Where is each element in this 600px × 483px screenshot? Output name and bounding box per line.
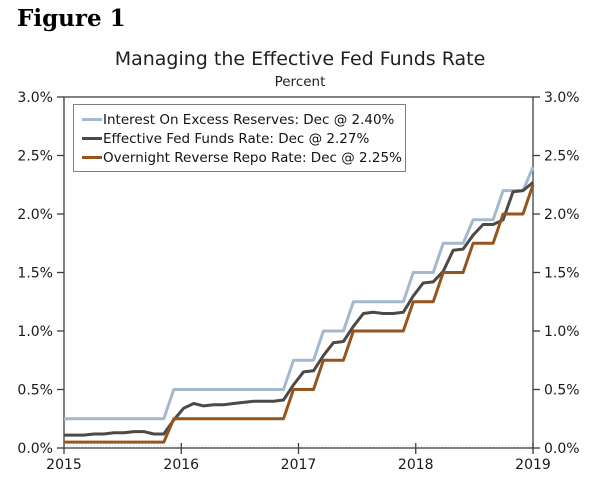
onrrp-line-swatch bbox=[82, 156, 102, 159]
y-axis-label-right: 2.5% bbox=[544, 149, 580, 165]
series-line-overnight-reverse-repo-rate bbox=[64, 184, 535, 444]
legend-label-ioer: Interest On Excess Reserves: Dec @ 2.40% bbox=[103, 111, 395, 128]
x-axis-label: 2016 bbox=[163, 457, 199, 473]
chart-title: Managing the Effective Fed Funds Rate bbox=[114, 48, 486, 70]
series-line-interest-on-excess-reserves bbox=[64, 166, 535, 421]
legend-label-effr: Effective Fed Funds Rate: Dec @ 2.27% bbox=[103, 130, 370, 147]
y-axis-label-right: 1.0% bbox=[544, 324, 580, 340]
x-axis-label: 2017 bbox=[281, 457, 317, 473]
y-axis-label-left: 1.0% bbox=[17, 324, 53, 340]
y-axis-label-left: 2.5% bbox=[17, 149, 53, 165]
legend-item-interest-on-excess-reserves: Interest On Excess Reserves: Dec @ 2.40% bbox=[82, 110, 397, 129]
y-axis-label-left: 0.0% bbox=[17, 441, 53, 457]
x-axis-label: 2015 bbox=[46, 457, 82, 473]
y-axis-label-right: 1.5% bbox=[544, 266, 580, 282]
ioer-line-swatch bbox=[82, 118, 102, 121]
figure-label: Figure 1 bbox=[17, 5, 126, 32]
chart-subtitle: Percent bbox=[274, 74, 326, 90]
y-axis-label-right: 3.0% bbox=[544, 90, 580, 106]
legend-item-effective-fed-funds-rate: Effective Fed Funds Rate: Dec @ 2.27% bbox=[82, 129, 397, 148]
y-axis-label-left: 2.0% bbox=[17, 207, 53, 223]
y-axis-label-left: 0.5% bbox=[17, 383, 53, 399]
legend-label-onrrp: Overnight Reverse Repo Rate: Dec @ 2.25% bbox=[103, 149, 402, 166]
legend-item-overnight-reverse-repo-rate: Overnight Reverse Repo Rate: Dec @ 2.25% bbox=[82, 148, 402, 167]
y-axis-label-left: 3.0% bbox=[17, 90, 53, 106]
y-axis-label-right: 2.0% bbox=[544, 207, 580, 223]
x-axis-label: 2018 bbox=[398, 457, 434, 473]
y-axis-label-left: 1.5% bbox=[17, 266, 53, 282]
y-axis-label-right: 0.5% bbox=[544, 383, 580, 399]
effr-line-swatch bbox=[82, 137, 102, 140]
legend: Interest On Excess Reserves: Dec @ 2.40%… bbox=[73, 104, 406, 172]
y-axis-label-right: 0.0% bbox=[544, 441, 580, 457]
series-line-effective-fed-funds-rate bbox=[64, 181, 534, 437]
x-axis-label: 2019 bbox=[515, 457, 551, 473]
